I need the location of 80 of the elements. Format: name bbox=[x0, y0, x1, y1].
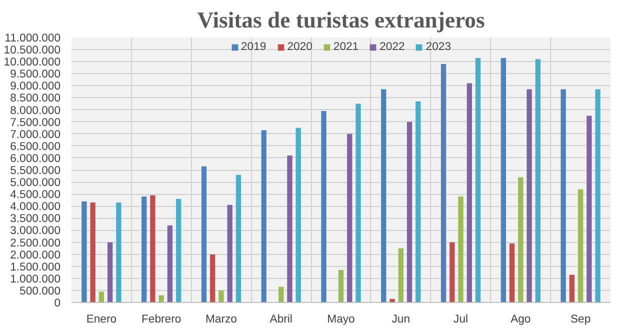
y-tick-label: 2.500.000 bbox=[10, 237, 61, 250]
bar bbox=[535, 59, 540, 302]
bar bbox=[90, 202, 96, 302]
bar bbox=[586, 116, 592, 302]
y-tick-label: 0 bbox=[54, 298, 61, 310]
y-tick-label: 6.000.000 bbox=[10, 152, 61, 165]
y-tick-label: 8.000.000 bbox=[10, 104, 61, 117]
bar bbox=[356, 104, 361, 302]
bar bbox=[518, 177, 524, 302]
x-tick-label: Febrero bbox=[142, 314, 182, 326]
y-tick-label: 1.500.000 bbox=[10, 261, 61, 274]
y-tick-label: 3.500.000 bbox=[10, 213, 61, 226]
legend-label: 2019 bbox=[240, 41, 266, 53]
bar bbox=[475, 58, 481, 302]
bar bbox=[450, 242, 455, 302]
bar bbox=[347, 134, 352, 302]
bar bbox=[560, 89, 566, 302]
bar bbox=[440, 64, 446, 302]
bar bbox=[595, 89, 600, 302]
bar bbox=[227, 204, 232, 302]
bar bbox=[569, 274, 575, 302]
x-tick-label: Sep bbox=[570, 314, 591, 326]
y-tick-label: 500.000 bbox=[20, 285, 61, 298]
bar bbox=[321, 110, 326, 302]
bar bbox=[398, 248, 404, 302]
bar bbox=[167, 225, 173, 302]
legend-label: 2023 bbox=[426, 41, 452, 53]
y-tick-label: 7.500.000 bbox=[10, 116, 61, 129]
bar bbox=[526, 89, 532, 302]
bar bbox=[381, 89, 386, 302]
bar bbox=[296, 128, 301, 302]
bar bbox=[509, 243, 515, 302]
y-tick-label: 8.500.000 bbox=[10, 92, 61, 105]
bar bbox=[210, 254, 216, 302]
y-tick-label: 7.000.000 bbox=[10, 128, 61, 141]
bar bbox=[458, 196, 464, 302]
bar bbox=[218, 290, 224, 302]
bar bbox=[278, 286, 284, 302]
bar bbox=[142, 196, 147, 302]
x-tick-label: Enero bbox=[86, 314, 117, 326]
bar bbox=[201, 166, 207, 302]
y-tick-label: 4.000.000 bbox=[10, 201, 61, 214]
bar bbox=[150, 195, 156, 302]
bar bbox=[261, 130, 266, 302]
bar bbox=[158, 295, 164, 302]
y-tick-label: 3.000.000 bbox=[10, 225, 61, 238]
y-tick-label: 9.000.000 bbox=[10, 80, 61, 93]
y-tick-label: 5.500.000 bbox=[10, 165, 61, 177]
legend-label: 2020 bbox=[287, 41, 312, 53]
x-tick-label: Jul bbox=[454, 314, 468, 326]
legend-label: 2022 bbox=[380, 41, 405, 53]
bar bbox=[287, 156, 292, 302]
bar bbox=[500, 58, 506, 302]
bar bbox=[116, 202, 122, 302]
bar bbox=[338, 270, 344, 302]
legend-label: 2021 bbox=[333, 41, 359, 53]
x-tick-label: Marzo bbox=[205, 314, 237, 326]
y-tick-label: 6.500.000 bbox=[10, 140, 61, 153]
bar bbox=[107, 242, 113, 302]
bar bbox=[176, 198, 182, 302]
bar bbox=[466, 83, 472, 302]
x-tick-label: Ago bbox=[510, 314, 531, 326]
bar bbox=[98, 292, 104, 302]
y-tick-label: 9.500.000 bbox=[10, 68, 61, 81]
y-tick-label: 10.000.000 bbox=[4, 56, 61, 69]
chart-title: Visitas de turistas extranjeros bbox=[197, 8, 485, 32]
y-tick-label: 1.000.000 bbox=[10, 273, 61, 286]
y-tick-label: 11.000.000 bbox=[4, 32, 61, 44]
x-tick-label: Mayo bbox=[327, 314, 355, 326]
y-tick-label: 2.000.000 bbox=[10, 249, 61, 262]
x-tick-label: Jun bbox=[392, 314, 410, 326]
bar bbox=[82, 201, 87, 302]
bar bbox=[578, 189, 584, 302]
y-tick-label: 5.000.000 bbox=[10, 177, 61, 190]
bar bbox=[416, 101, 421, 302]
y-tick-label: 4.500.000 bbox=[10, 189, 61, 202]
bar bbox=[236, 174, 242, 302]
bar bbox=[406, 122, 412, 302]
y-tick-label: 10.500.000 bbox=[4, 44, 61, 57]
x-tick-label: Abril bbox=[270, 314, 292, 326]
